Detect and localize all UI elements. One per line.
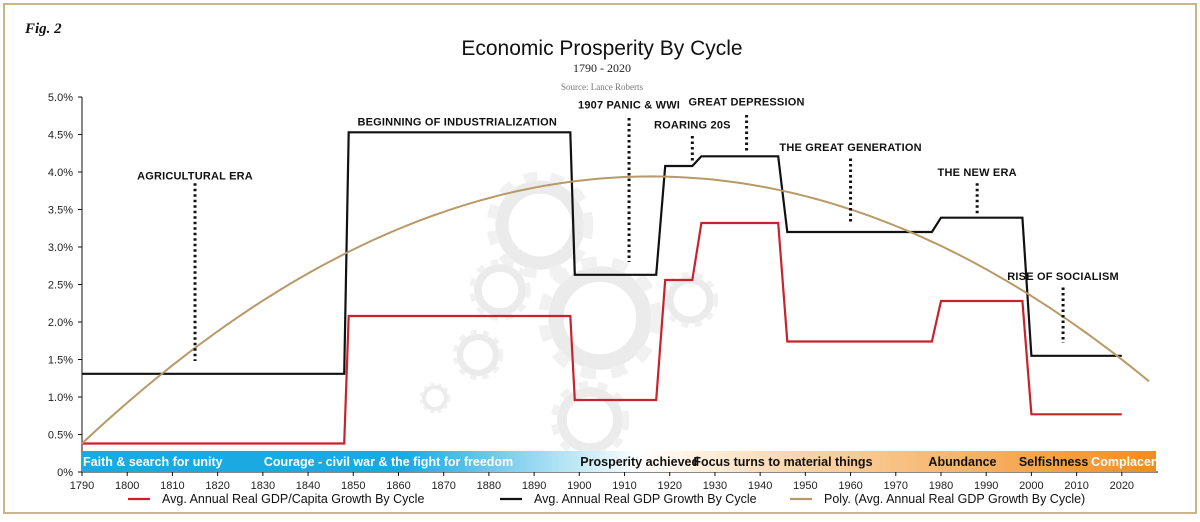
gear-icon [422, 385, 448, 411]
gear-icon [548, 266, 652, 370]
annotation-label: THE GREAT GENERATION [779, 142, 921, 154]
annotation-label: ROARING 20S [654, 120, 731, 132]
phase-band-label: Faith & search for unity [83, 455, 223, 469]
x-tick-label: 1930 [703, 480, 727, 492]
phase-band-label: Complacency [1091, 455, 1172, 469]
gear-teeth-icon [486, 171, 594, 279]
annotation-label: 1907 PANIC & WWI [578, 99, 680, 111]
y-tick-label: 4.5% [48, 130, 73, 142]
chart-source: Source: Lance Roberts [561, 82, 643, 92]
x-tick-label: 1830 [251, 480, 275, 492]
gear-teeth-icon [419, 382, 451, 414]
gear-icon [557, 387, 623, 453]
phase-band: Faith & search for unity Courage - civil … [82, 451, 1173, 472]
annotation-label: THE NEW ERA [938, 167, 1017, 179]
y-tick-label: 2.0% [48, 317, 73, 329]
y-tick-label: 5.0% [48, 92, 73, 104]
x-tick-label: 1980 [929, 480, 953, 492]
x-tick-label: 2010 [1064, 480, 1088, 492]
x-tick-label: 1890 [522, 480, 546, 492]
legend-label: Poly. (Avg. Annual Real GDP Growth By Cy… [824, 492, 1085, 506]
series-line [81, 175, 1150, 445]
x-tick-label: 1840 [296, 480, 320, 492]
series-line [82, 221, 1122, 445]
x-tick-label: 1880 [477, 480, 501, 492]
axes: 0% 0.5% 1.0% 1.5% 2.0% 2.5% 3.0% 3.5% 4.0% 4.5% 5.… [48, 92, 1158, 492]
series-lines [81, 131, 1150, 445]
y-tick-label: 0% [57, 467, 73, 479]
phase-band-label: Courage - civil war & the fight for free… [264, 455, 513, 469]
y-tick-label: 0.5% [48, 430, 73, 442]
figure-label: Fig. 2 [24, 21, 62, 37]
gear-teeth-icon [469, 259, 531, 321]
gear-icon [495, 180, 585, 270]
x-tick-label: 2020 [1110, 480, 1134, 492]
x-tick-label: 1850 [341, 480, 365, 492]
y-tick-label: 3.0% [48, 242, 73, 254]
gear-teeth-icon [538, 256, 662, 380]
legend-label: Avg. Annual Real GDP/Capita Growth By Cy… [162, 492, 424, 506]
gear-icon [666, 276, 714, 324]
x-tick-label: 1920 [657, 480, 681, 492]
x-tick-label: 1860 [386, 480, 410, 492]
gear-icon [456, 333, 500, 377]
annotation-label: AGRICULTURAL ERA [137, 171, 253, 183]
x-tick-label: 1870 [431, 480, 455, 492]
annotations: AGRICULTURAL ERA BEGINNING OF INDUSTRIALI… [137, 96, 1119, 361]
gear-teeth-icon [661, 271, 719, 329]
phase-band-bar [82, 451, 1156, 472]
phase-band-label: Abundance [928, 455, 996, 469]
x-tick-label: 1910 [612, 480, 636, 492]
figure-frame [3, 3, 1197, 514]
legend-label: Avg. Annual Real GDP Growth By Cycle [534, 492, 757, 506]
x-tick-label: 1820 [205, 480, 229, 492]
x-tick-label: 1790 [70, 480, 94, 492]
annotation-label: GREAT DEPRESSION [689, 96, 805, 108]
annotation-label: BEGINNING OF INDUSTRIALIZATION [357, 117, 557, 129]
chart-subtitle: 1790 - 2020 [573, 61, 631, 75]
y-tick-label: 3.5% [48, 205, 73, 217]
y-tick-label: 1.5% [48, 355, 73, 367]
phase-band-label: Focus turns to material things [693, 455, 872, 469]
x-tick-label: 1940 [748, 480, 772, 492]
phase-band-label: Selfishness [1019, 455, 1089, 469]
phase-band-label: Prosperity achieved [580, 455, 699, 469]
x-tick-label: 1950 [793, 480, 817, 492]
x-tick-label: 1800 [115, 480, 139, 492]
x-tick-label: 1810 [160, 480, 184, 492]
y-tick-label: 4.0% [48, 167, 73, 179]
series-line [82, 131, 1122, 375]
gear-icon [474, 264, 526, 316]
gear-teeth-icon [550, 380, 630, 460]
y-tick-label: 2.5% [48, 280, 73, 292]
x-tick-label: 2000 [1019, 480, 1043, 492]
annotation-label: RISE OF SOCIALISM [1007, 271, 1119, 283]
chart-title: Economic Prosperity By Cycle [461, 37, 742, 60]
gear-teeth-icon [452, 329, 504, 381]
x-tick-label: 1900 [567, 480, 591, 492]
x-tick-label: 1970 [884, 480, 908, 492]
x-tick-label: 1990 [974, 480, 998, 492]
y-tick-label: 1.0% [48, 392, 73, 404]
legend: Avg. Annual Real GDP/Capita Growth By Cy… [128, 492, 1085, 506]
x-tick-label: 1960 [838, 480, 862, 492]
